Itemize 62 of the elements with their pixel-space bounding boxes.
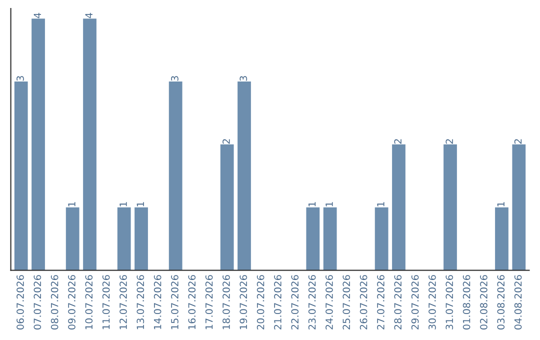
x-tick-label: 18.07.2026: [222, 275, 230, 330]
x-tick-label: 25.07.2026: [342, 275, 350, 330]
bar: [374, 207, 388, 270]
data-label: 4: [34, 12, 41, 18]
x-tick-label: 23.07.2026: [308, 275, 316, 330]
data-label: 1: [377, 202, 384, 206]
x-tick-label: 06.07.2026: [16, 275, 24, 330]
x-tick-label: 21.07.2026: [274, 275, 282, 330]
bar: [392, 144, 406, 270]
data-label: 4: [85, 12, 92, 18]
data-label: 3: [16, 76, 24, 81]
x-tick-label: 31.07.2026: [446, 275, 454, 330]
data-label: 1: [120, 202, 127, 206]
bar: [323, 207, 337, 270]
data-label: 1: [68, 202, 76, 206]
bar: [306, 207, 320, 270]
data-label: 2: [446, 139, 453, 144]
x-tick-label: 12.07.2026: [120, 275, 127, 330]
bar: [83, 18, 96, 270]
x-tick-label: 16.07.2026: [188, 275, 196, 330]
data-label: 2: [514, 139, 522, 144]
x-tick-label: 26.07.2026: [360, 275, 368, 330]
bar: [220, 144, 234, 270]
x-tick-label: 04.08.2026: [514, 275, 522, 330]
bar: [495, 207, 508, 270]
data-label: 1: [497, 202, 504, 206]
bar: [14, 82, 28, 270]
bar: [512, 144, 526, 270]
x-tick-label: 22.07.2026: [291, 275, 299, 330]
data-label: 1: [308, 202, 316, 206]
x-tick-label: 20.07.2026: [256, 275, 264, 330]
data-label: 1: [136, 202, 144, 206]
data-label: 2: [222, 139, 230, 144]
x-tick-label: 19.07.2026: [240, 275, 248, 330]
bar: [238, 82, 251, 270]
bar: [117, 207, 131, 270]
x-tick-label: 14.07.2026: [154, 275, 162, 330]
data-label: 1: [326, 202, 333, 206]
x-tick-label: 01.08.2026: [462, 275, 470, 330]
bar: [32, 18, 45, 270]
x-tick-label: 29.07.2026: [411, 275, 419, 330]
x-tick-label: 13.07.2026: [136, 275, 144, 330]
x-tick-label: 07.07.2026: [34, 275, 42, 330]
bar: [444, 144, 457, 270]
data-label: 2: [394, 139, 402, 144]
x-tick-label: 30.07.2026: [428, 275, 436, 330]
x-tick-label: 03.08.2026: [497, 275, 505, 330]
data-label: 3: [240, 76, 248, 81]
bar: [66, 207, 80, 270]
x-tick-label: 15.07.2026: [171, 275, 178, 330]
x-tick-label: 11.07.2026: [102, 275, 110, 330]
x-tick-label: 24.07.2026: [326, 275, 333, 330]
bar: [168, 82, 182, 270]
x-tick-label: 10.07.2026: [85, 275, 93, 330]
x-tick-label: 08.07.2026: [50, 275, 58, 330]
x-tick-label: 17.07.2026: [205, 275, 213, 330]
x-tick-label: 28.07.2026: [394, 275, 402, 330]
x-tick-label: 27.07.2026: [377, 275, 384, 330]
x-tick-label: 09.07.2026: [68, 275, 76, 330]
data-label: 3: [171, 76, 178, 81]
x-tick-label: 02.08.2026: [480, 275, 488, 330]
bar: [134, 207, 148, 270]
